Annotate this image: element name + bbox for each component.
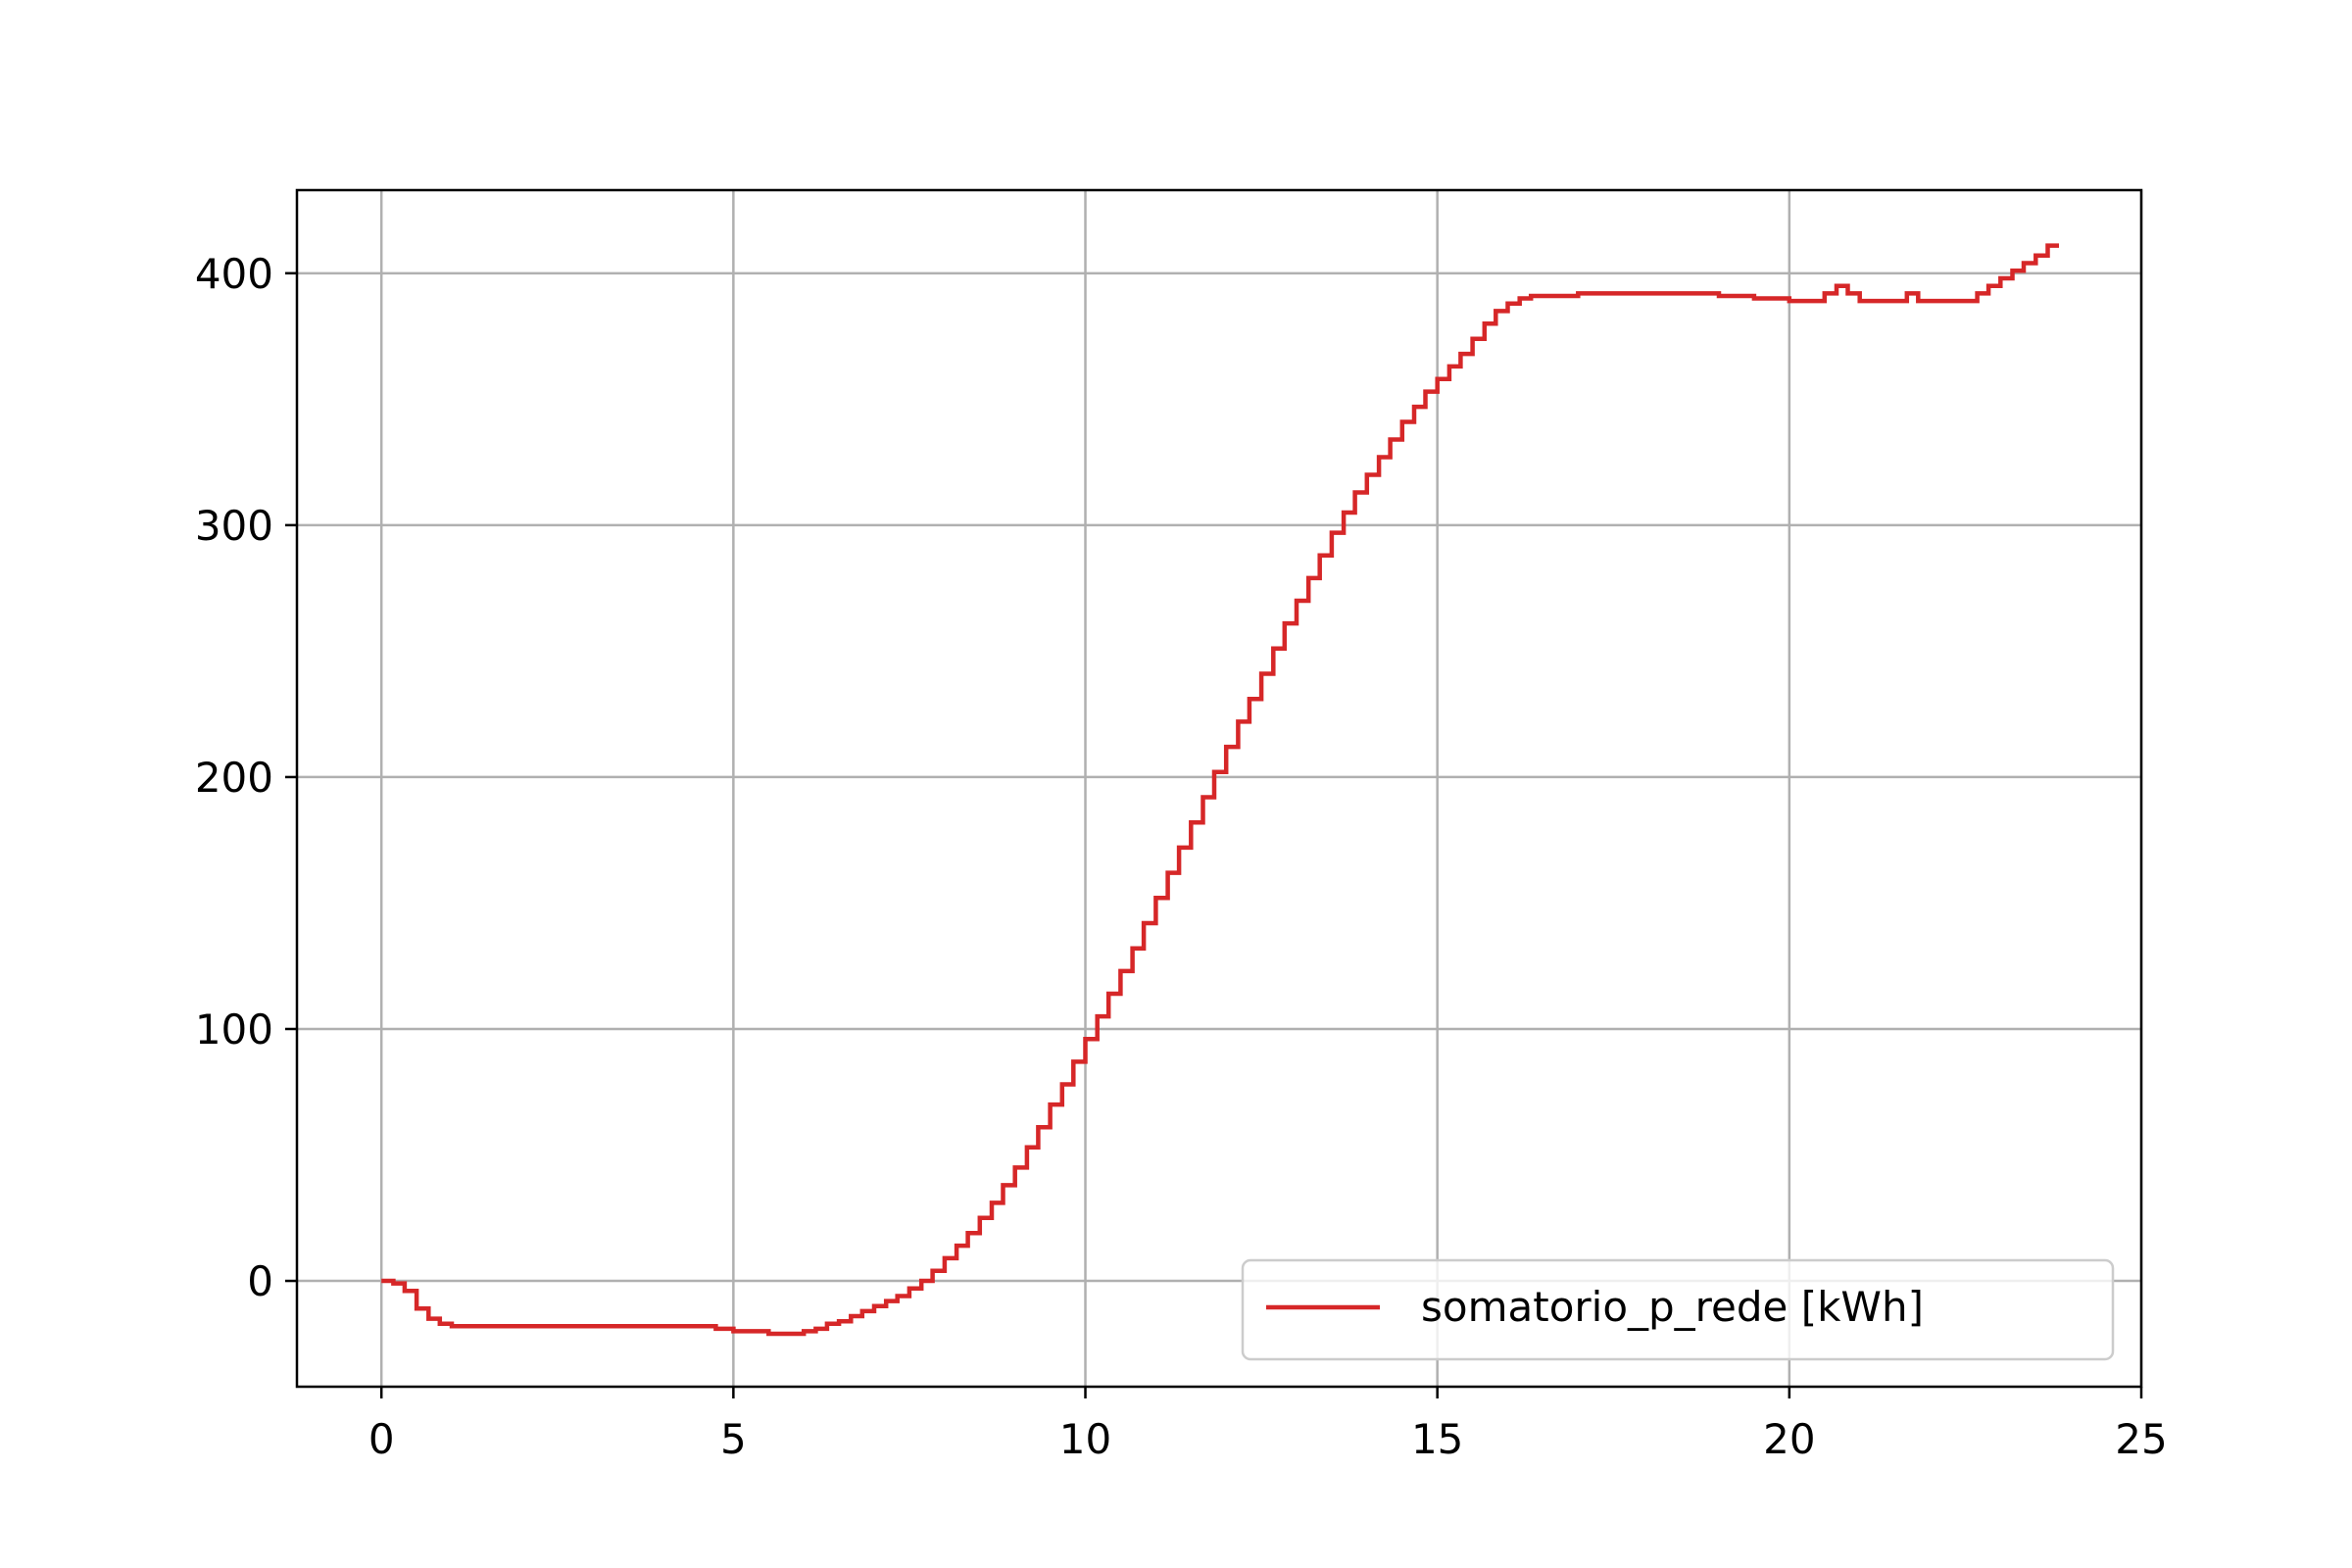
y-tick-label: 100 xyxy=(195,1005,273,1054)
x-tick-label: 15 xyxy=(1411,1415,1463,1463)
legend-label: somatorio_p_rede [kWh] xyxy=(1421,1283,1924,1331)
x-tick-label: 0 xyxy=(368,1415,395,1463)
y-tick-label: 300 xyxy=(195,502,273,550)
legend-box xyxy=(1241,1258,2115,1361)
y-axis: 0 100 200 300 400 xyxy=(195,250,297,1305)
y-tick-label: 200 xyxy=(195,754,273,802)
x-tick-label: 20 xyxy=(1763,1415,1815,1463)
x-axis: 0 5 10 15 20 25 xyxy=(368,1387,2168,1463)
plot-area-background xyxy=(297,190,2141,1387)
plot-area-frame xyxy=(295,188,2143,1389)
y-tick-label: 400 xyxy=(195,250,273,298)
legend: somatorio_p_rede [kWh] xyxy=(1241,1258,2115,1361)
y-tick-label: 0 xyxy=(247,1257,273,1305)
series-line-0 xyxy=(381,243,2059,1337)
x-tick-label: 5 xyxy=(720,1415,747,1463)
x-tick-label: 10 xyxy=(1059,1415,1111,1463)
x-tick-label: 25 xyxy=(2115,1415,2167,1463)
series-layer xyxy=(381,243,2059,1337)
gridlines xyxy=(297,190,2143,1387)
